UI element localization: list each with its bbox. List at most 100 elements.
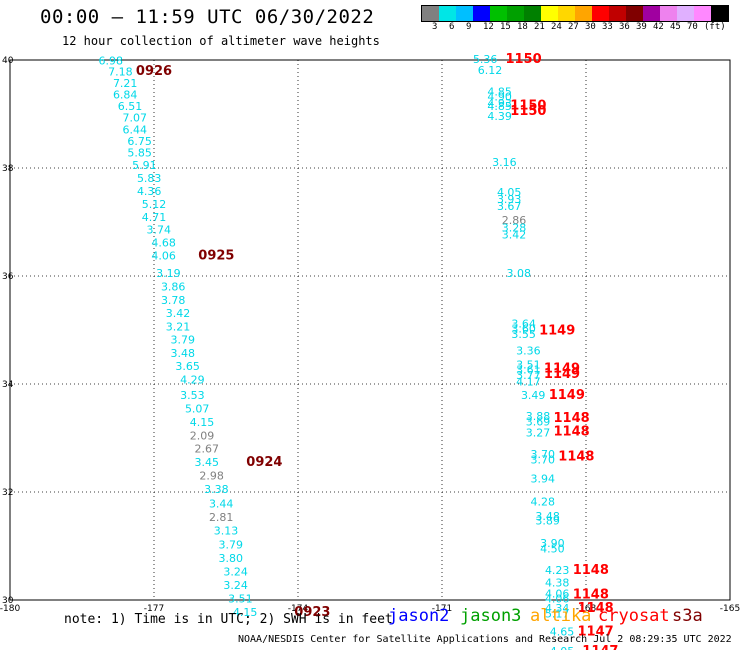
swh-value: 5.83 [137,172,162,185]
legend-label: 6 [449,22,455,32]
swh-value: 4.36 [137,185,162,198]
chart-title: 00:00 – 11:59 UTC 06/30/2022 [40,6,375,28]
swh-value: 3.53 [180,389,205,402]
satellite-name: jason3 [460,606,522,626]
swh-value: 4.34 [545,602,570,615]
legend-swatch [694,6,711,21]
swh-value: 4.15 [190,416,215,429]
swh-value: 6.12 [478,64,503,77]
y-tick-label: 32 [2,488,13,498]
swh-value: 4.39 [487,110,512,123]
legend-label: 42 [653,22,664,32]
swh-value: 3.36 [516,344,541,357]
swh-value: 6.44 [123,123,148,136]
legend-swatch [541,6,558,21]
legend-swatch [660,6,677,21]
time-label: 1148 [578,601,614,616]
satellite-name: s3a [672,606,703,626]
legend-swatch [439,6,456,21]
swh-value: 3.48 [171,347,196,360]
swh-value: 3.74 [147,223,172,236]
swh-value: 4.29 [180,373,205,386]
legend-label: 15 [500,22,511,32]
chart-subtitle: 12 hour collection of altimeter wave hei… [62,34,380,48]
swh-value: 2.67 [195,443,220,456]
swh-value: 6.51 [118,100,143,113]
swh-value: 3.70 [531,448,556,461]
x-tick-label: -177 [144,604,164,614]
satellite-name: altika [530,606,592,626]
swh-value: 3.08 [507,267,532,280]
swh-value: 3.93 [497,193,522,206]
legend-swatch [422,6,439,21]
legend-label: 24 [551,22,562,32]
swh-value: 3.27 [526,426,551,439]
legend-label: 70 [687,22,698,32]
swh-value: 5.17 [545,607,570,620]
time-label: 1148 [573,563,609,578]
swh-value: 3.79 [171,334,196,347]
swh-value: 3.77 [516,369,541,382]
swh-value: 3.90 [540,537,565,550]
legend-swatch [490,6,507,21]
swh-value: 7.18 [108,66,133,79]
time-label: 1148 [558,450,594,465]
swh-value: 4.06 [545,593,570,606]
swh-value: 5.12 [142,198,167,211]
swh-value: 3.49 [521,389,546,402]
swh-value: 4.71 [142,211,167,224]
time-label: 1149 [539,323,575,338]
legend-label: 33 [602,22,613,32]
satellite-name: jason2 [388,606,450,626]
plot-frame [9,59,731,601]
legend-swatch [507,6,524,21]
swh-value: 4.05 [550,645,575,650]
legend-label: 39 [636,22,647,32]
swh-value: 6.75 [127,135,152,148]
swh-value: 4.05 [497,186,522,199]
time-label: 1148 [554,411,590,426]
credit-line: NOAA/NESDIS Center for Satellite Applica… [238,634,732,645]
time-label: 0923 [294,605,330,620]
legend-swatch [643,6,660,21]
swh-value: 2.09 [190,430,215,443]
swh-value: 4.06 [545,587,570,600]
swh-value: 3.65 [175,360,200,373]
color-scale-legend [421,5,729,22]
time-label: 0925 [198,248,234,263]
legend-label: 45 [670,22,681,32]
legend-swatch [609,6,626,21]
time-label: 1149 [544,362,580,377]
y-tick-label: 34 [2,380,14,390]
swh-value: 3.78 [161,294,186,307]
swh-value: 3.60 [511,323,536,336]
swh-value: 5.85 [127,147,152,160]
legend-swatch [677,6,694,21]
legend-label: 36 [619,22,630,32]
legend-swatch [524,6,541,21]
swh-value: 4.06 [151,249,176,262]
time-label: 1150 [510,99,546,114]
swh-value: 7.21 [113,77,138,90]
time-label: 1148 [554,424,590,439]
x-tick-label: -171 [432,604,452,614]
swh-value: 4.15 [233,606,258,619]
swh-value: 4.68 [151,236,176,249]
swh-value: 3.51 [228,593,253,606]
swh-value: 2.86 [502,214,527,227]
legend-label: 3 [432,22,438,32]
time-label: 1149 [544,367,580,382]
time-label: 1147 [578,625,614,640]
swh-value: 4.65 [550,626,575,639]
swh-value: 3.88 [526,410,551,423]
axes: -180 -177 -174 -171 -168 -165 40 38 36 34 32 30 [0,56,740,614]
time-label: 0924 [246,455,282,470]
swh-value: 3.61 [516,364,541,377]
swh-value: 3.42 [502,229,527,242]
legend-swatch [626,6,643,21]
legend-swatch [558,6,575,21]
legend-swatch [473,6,490,21]
legend-swatch [711,6,728,21]
legend-label: 27 [568,22,579,32]
